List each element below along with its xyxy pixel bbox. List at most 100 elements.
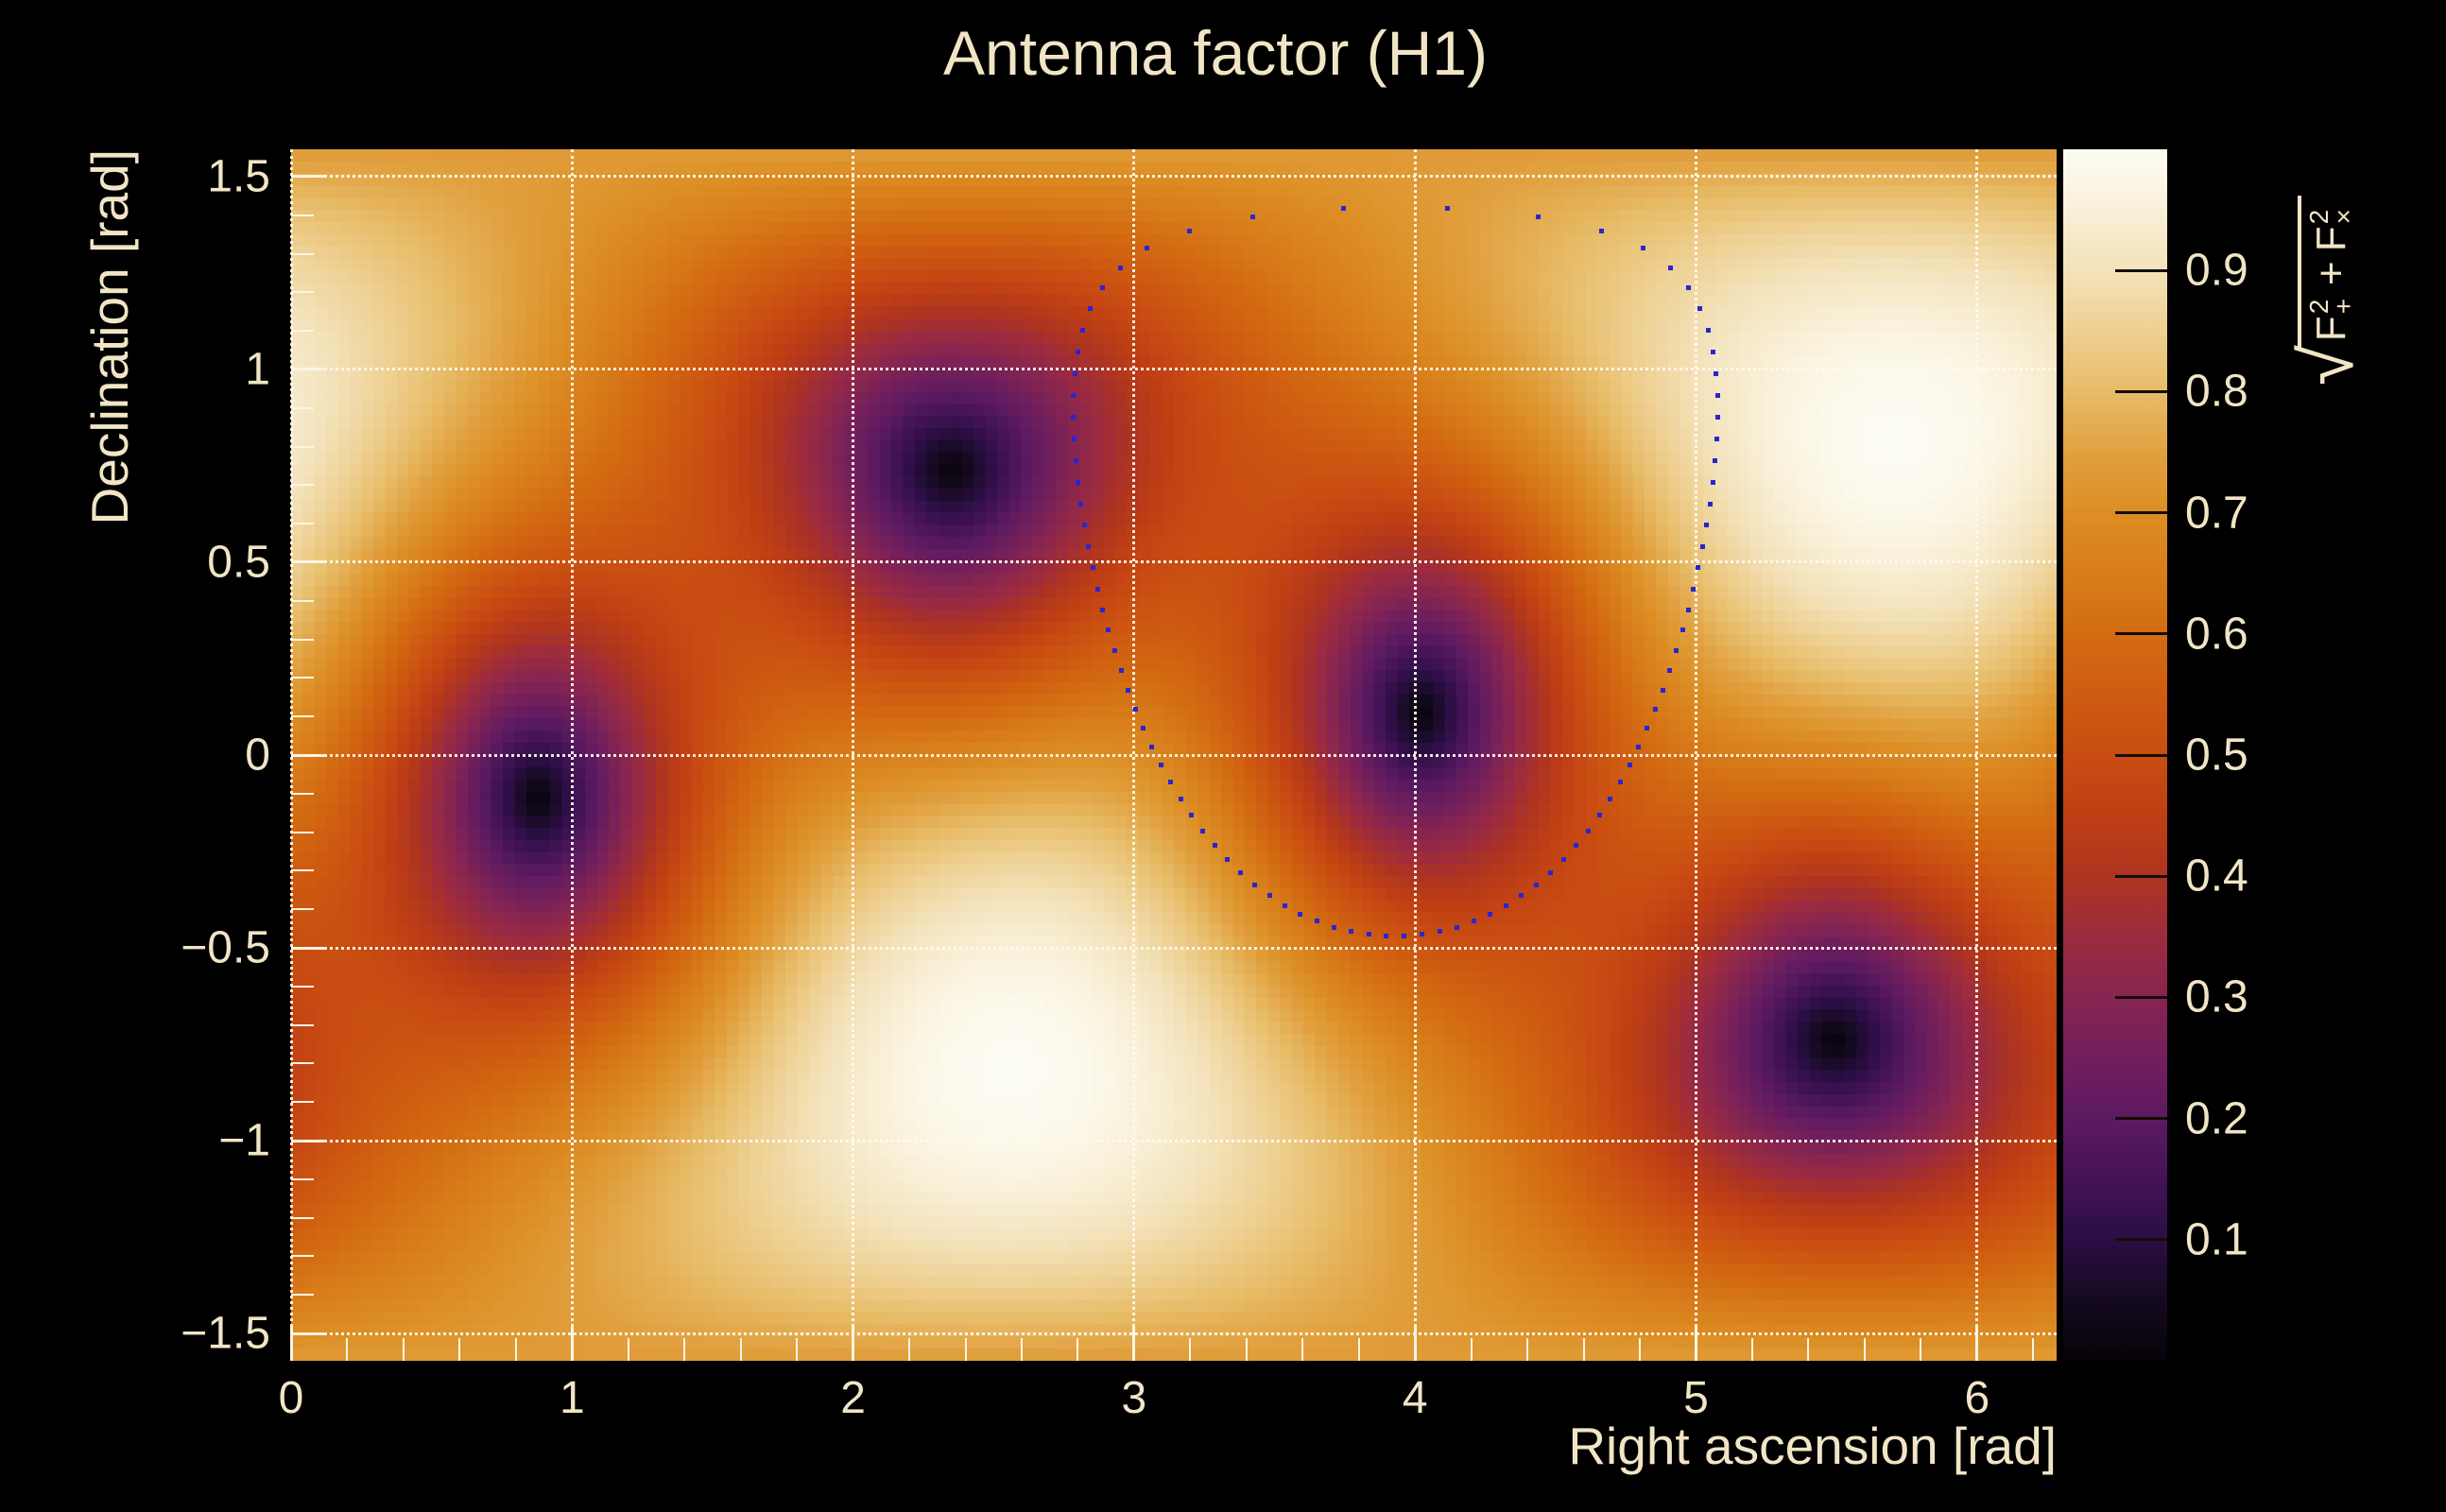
y-minor-tick (291, 985, 314, 988)
x-tick-label: 1 (559, 1373, 585, 1423)
y-major-tick (291, 1139, 325, 1143)
sky-ring-dot (1249, 214, 1255, 219)
x-tick-label: 2 (840, 1373, 866, 1423)
x-minor-tick (1639, 1338, 1642, 1361)
colorbar-tick (2115, 874, 2167, 878)
x-minor-tick (1582, 1338, 1585, 1361)
x-minor-tick (1245, 1338, 1248, 1361)
x-minor-tick (796, 1338, 799, 1361)
sky-ring-dot (1117, 265, 1123, 270)
y-major-tick (291, 1332, 325, 1335)
colorbar-tick-label: 0.6 (2185, 609, 2248, 660)
y-tick-label: −0.5 (181, 922, 270, 973)
x-minor-tick (1077, 1338, 1079, 1361)
colorbar-tick (2115, 753, 2167, 757)
sky-ring-dot (1072, 370, 1077, 376)
sky-ring-dot (1471, 919, 1476, 924)
x-minor-tick (964, 1338, 967, 1361)
y-gridline (291, 560, 2057, 564)
sky-ring-dot (1071, 392, 1077, 398)
x-major-tick (1413, 1327, 1417, 1361)
y-major-tick (291, 560, 325, 564)
f-plus-subscript: + (2329, 298, 2358, 315)
colorbar-tick (2115, 511, 2167, 515)
sky-ring-dot (1636, 744, 1642, 749)
sky-ring-dot (1437, 929, 1442, 935)
sky-ring-dot (1674, 647, 1679, 653)
sky-ring-dot (1699, 544, 1705, 549)
radicand: F 2 + + F 2 × (2298, 195, 2358, 350)
y-minor-tick (291, 1062, 314, 1065)
y-minor-tick (291, 1294, 314, 1297)
x-minor-tick (1807, 1338, 1810, 1361)
colorbar-tick-label: 0.2 (2185, 1093, 2248, 1144)
colorbar-tick-label: 0.3 (2185, 971, 2248, 1022)
plot-area (289, 149, 2057, 1361)
sky-ring-dot (1189, 813, 1195, 818)
sky-ring-dot (1106, 627, 1111, 633)
y-axis-title: Declination [rad] (80, 149, 139, 525)
f-plus-scripts: 2 + (2304, 298, 2358, 315)
y-major-tick (291, 946, 325, 950)
x-minor-tick (1357, 1338, 1360, 1361)
sky-ring-dot (1685, 285, 1691, 291)
colorbar-tick-label: 0.5 (2185, 730, 2248, 781)
x-tick-label: 5 (1683, 1373, 1709, 1423)
sky-ring-dot (1535, 214, 1541, 219)
sky-ring-dot (1111, 647, 1117, 653)
sky-ring-dot (1384, 934, 1389, 939)
colorbar-tick-label: 0.7 (2185, 488, 2248, 539)
y-minor-tick (291, 1255, 314, 1258)
sky-ring-dot (1081, 523, 1087, 528)
x-minor-tick (514, 1338, 517, 1361)
y-major-tick (291, 368, 325, 371)
sky-ring-dot (1071, 414, 1077, 420)
sky-ring-dot (1078, 501, 1084, 507)
y-minor-tick (291, 908, 314, 911)
sky-ring-dot (1298, 911, 1303, 917)
y-minor-tick (291, 214, 314, 216)
y-gridline (291, 175, 2057, 179)
f-plus-symbol: F (2308, 316, 2354, 342)
x-major-tick (570, 1327, 574, 1361)
x-major-tick (289, 1327, 293, 1361)
sky-ring-dot (1547, 869, 1553, 875)
sky-ring-dot (1641, 246, 1646, 251)
sky-ring-dot (1252, 882, 1258, 887)
x-minor-tick (1301, 1338, 1304, 1361)
sky-ring-dot (1707, 501, 1713, 507)
x-tick-label: 0 (278, 1373, 304, 1423)
sky-ring-dot (1705, 327, 1711, 333)
sky-ring-dot (1088, 306, 1094, 312)
page-title: Antenna factor (H1) (943, 18, 1488, 88)
sky-ring-dot (1714, 436, 1719, 441)
sky-ring-dot (1519, 893, 1524, 899)
sky-ring-dot (1178, 797, 1183, 802)
sky-ring-dot (1099, 285, 1105, 291)
y-gridline (291, 946, 2057, 950)
x-tick-label: 3 (1121, 1373, 1147, 1423)
y-minor-tick (291, 1216, 314, 1219)
sky-ring-dot (1704, 523, 1710, 528)
y-tick-label: 1.5 (207, 151, 270, 202)
sky-ring-dot (1340, 206, 1346, 212)
x-minor-tick (346, 1338, 349, 1361)
sky-ring-dot (1212, 843, 1217, 849)
x-minor-tick (683, 1338, 686, 1361)
sky-ring-dot (1149, 744, 1155, 749)
y-gridline (291, 753, 2057, 757)
sky-ring-dot (1126, 687, 1131, 693)
sky-ring-dot (1133, 707, 1139, 713)
sky-ring-dot (1679, 627, 1685, 633)
sky-ring-dot (1158, 762, 1163, 767)
sky-ring-dot (1455, 924, 1460, 930)
sky-ring-dot (1710, 349, 1715, 354)
sky-ring-dot (1608, 797, 1613, 802)
y-minor-tick (291, 523, 314, 525)
y-major-tick (291, 753, 325, 757)
sky-ring-dot (1585, 828, 1591, 833)
sky-ring-dot (1266, 893, 1272, 899)
f-cross-symbol: F (2308, 226, 2354, 252)
x-minor-tick (908, 1338, 911, 1361)
